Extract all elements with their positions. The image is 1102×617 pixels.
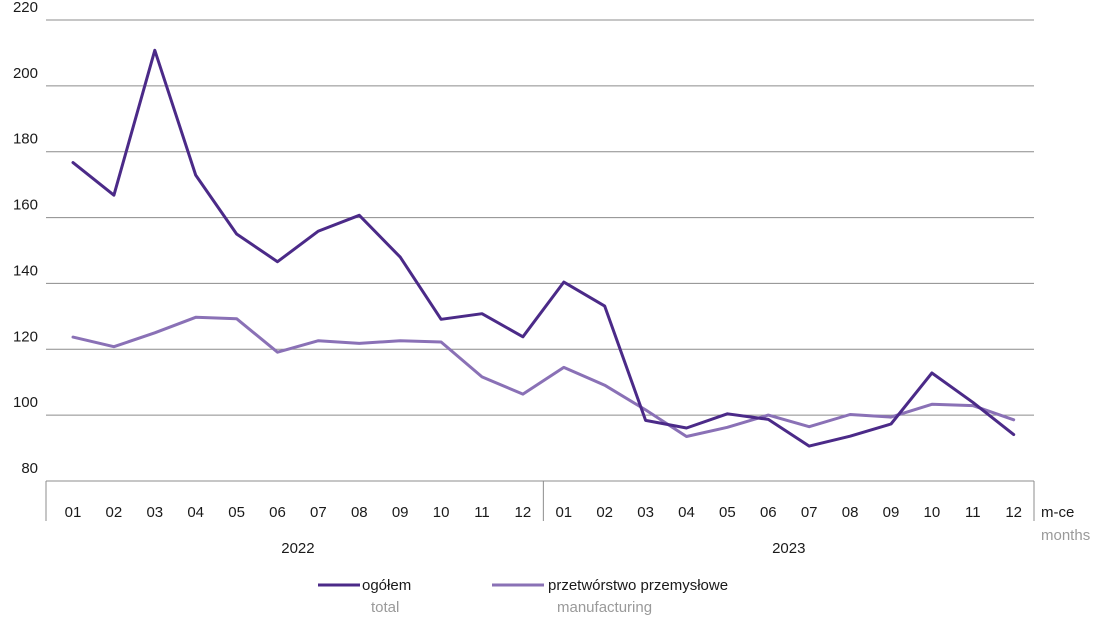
x-tick-label: 02 xyxy=(106,504,123,521)
x-tick-label: 03 xyxy=(637,504,654,521)
y-tick-label: 220 xyxy=(13,0,38,16)
y-tick-label: 120 xyxy=(13,328,38,345)
x-tick-label: 07 xyxy=(801,504,818,521)
series-lines xyxy=(71,48,1016,448)
x-tick-label: 11 xyxy=(474,504,490,521)
y-tick-label: 160 xyxy=(13,197,38,214)
y-tick-label: 80 xyxy=(21,460,38,477)
year-label: 2023 xyxy=(772,540,805,557)
x-tick-label: 08 xyxy=(842,504,859,521)
x-axis: 01 02 03 04 05 06 07 08 09 10 11 12 01 02 03 04 05 06 07 08… xyxy=(45,481,1090,557)
legend-label: ogółem xyxy=(362,577,411,594)
x-tick-label: 05 xyxy=(719,504,736,521)
x-tick-label: 03 xyxy=(146,504,163,521)
x-tick-label: 05 xyxy=(228,504,245,521)
x-axis-title-secondary: months xyxy=(1041,527,1090,544)
legend-label-secondary: total xyxy=(371,599,399,616)
x-tick-label: 12 xyxy=(515,504,532,521)
x-axis-title: m-ce xyxy=(1041,504,1074,521)
x-tick-label: 01 xyxy=(555,504,572,521)
legend: ogółem total przetwórstwo przemysłowe manuf… xyxy=(318,577,728,616)
gridlines: 80 100 120 140 160 180 200 220 xyxy=(13,0,1034,482)
series-line xyxy=(71,48,1016,448)
y-tick-label: 200 xyxy=(13,65,38,82)
x-tick-label: 06 xyxy=(760,504,777,521)
x-tick-label: 12 xyxy=(1005,504,1022,521)
year-label: 2022 xyxy=(281,540,314,557)
x-tick-label: 06 xyxy=(269,504,286,521)
x-tick-label: 01 xyxy=(65,504,82,521)
x-tick-label: 07 xyxy=(310,504,327,521)
series-line xyxy=(71,315,1016,438)
x-tick-label: 02 xyxy=(596,504,613,521)
y-tick-label: 180 xyxy=(13,131,38,148)
y-tick-label: 100 xyxy=(13,394,38,411)
legend-label-secondary: manufacturing xyxy=(557,599,652,616)
x-tick-label: 04 xyxy=(187,504,204,521)
legend-label: przetwórstwo przemysłowe xyxy=(548,577,728,594)
x-tick-label: 10 xyxy=(433,504,450,521)
x-tick-label: 09 xyxy=(883,504,900,521)
x-tick-label: 04 xyxy=(678,504,695,521)
x-tick-label: 10 xyxy=(924,504,941,521)
x-tick-label: 08 xyxy=(351,504,368,521)
y-tick-label: 140 xyxy=(13,262,38,279)
x-tick-label: 09 xyxy=(392,504,409,521)
x-tick-label: 11 xyxy=(965,504,981,521)
